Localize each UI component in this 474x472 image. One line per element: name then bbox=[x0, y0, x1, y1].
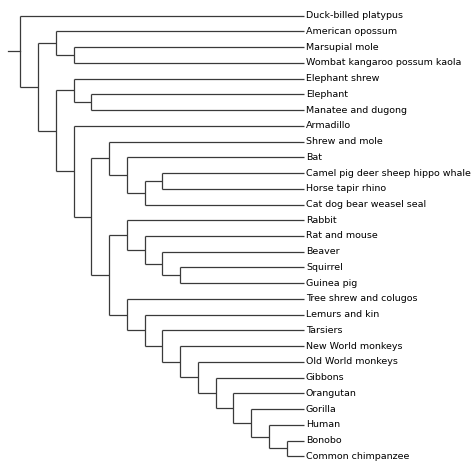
Text: New World monkeys: New World monkeys bbox=[306, 342, 402, 351]
Text: Horse tapir rhino: Horse tapir rhino bbox=[306, 184, 386, 194]
Text: Old World monkeys: Old World monkeys bbox=[306, 357, 398, 366]
Text: Beaver: Beaver bbox=[306, 247, 339, 256]
Text: Guinea pig: Guinea pig bbox=[306, 278, 357, 288]
Text: Orangutan: Orangutan bbox=[306, 389, 357, 398]
Text: Elephant shrew: Elephant shrew bbox=[306, 74, 379, 83]
Text: Rabbit: Rabbit bbox=[306, 216, 337, 225]
Text: Common chimpanzee: Common chimpanzee bbox=[306, 452, 409, 461]
Text: Manatee and dugong: Manatee and dugong bbox=[306, 106, 407, 115]
Text: Squirrel: Squirrel bbox=[306, 263, 343, 272]
Text: Duck-billed platypus: Duck-billed platypus bbox=[306, 11, 403, 20]
Text: Gorilla: Gorilla bbox=[306, 405, 337, 413]
Text: Shrew and mole: Shrew and mole bbox=[306, 137, 383, 146]
Text: Wombat kangaroo possum kaola: Wombat kangaroo possum kaola bbox=[306, 59, 461, 67]
Text: Camel pig deer sheep hippo whale: Camel pig deer sheep hippo whale bbox=[306, 169, 471, 177]
Text: Bonobo: Bonobo bbox=[306, 436, 342, 445]
Text: Gibbons: Gibbons bbox=[306, 373, 345, 382]
Text: Elephant: Elephant bbox=[306, 90, 348, 99]
Text: Tarsiers: Tarsiers bbox=[306, 326, 342, 335]
Text: Armadillo: Armadillo bbox=[306, 121, 351, 130]
Text: American opossum: American opossum bbox=[306, 27, 397, 36]
Text: Lemurs and kin: Lemurs and kin bbox=[306, 310, 379, 319]
Text: Bat: Bat bbox=[306, 153, 322, 162]
Text: Human: Human bbox=[306, 420, 340, 430]
Text: Cat dog bear weasel seal: Cat dog bear weasel seal bbox=[306, 200, 426, 209]
Text: Rat and mouse: Rat and mouse bbox=[306, 231, 378, 241]
Text: Marsupial mole: Marsupial mole bbox=[306, 42, 379, 52]
Text: Tree shrew and colugos: Tree shrew and colugos bbox=[306, 295, 418, 303]
